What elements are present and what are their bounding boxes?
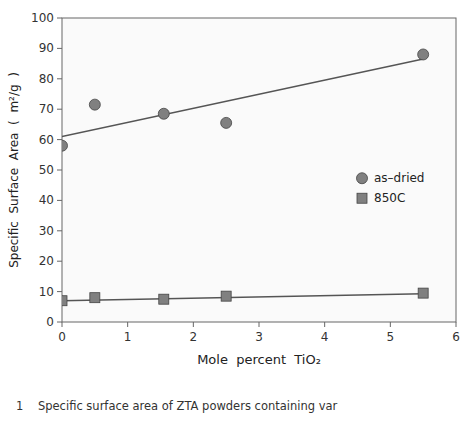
data	[62, 49, 429, 306]
point	[221, 291, 231, 301]
x-tick	[324, 322, 325, 327]
x-tick-label: 5	[387, 330, 395, 344]
point	[159, 294, 169, 304]
y-tick-label: 10	[39, 285, 54, 299]
x-tick-label: 1	[124, 330, 132, 344]
legend: as–dried 850C	[357, 171, 425, 205]
x-tick-label: 3	[255, 330, 263, 344]
y-tick	[57, 200, 62, 201]
legend-marker	[357, 173, 368, 184]
x-tick	[390, 322, 391, 327]
point	[418, 49, 429, 60]
caption: 1 Specific surface area of ZTA powders c…	[16, 399, 338, 413]
y-axis-label: Specific Surface Area ( m²/g )	[7, 72, 21, 268]
y-tick-label: 70	[39, 102, 54, 116]
y-tick-label: 40	[39, 193, 54, 207]
y-tick	[57, 48, 62, 49]
point	[62, 140, 68, 151]
y-tick-label: 90	[39, 41, 54, 55]
plot-frame	[62, 18, 456, 322]
y-tick	[57, 109, 62, 110]
y-tick-label: 20	[39, 254, 54, 268]
point	[221, 117, 232, 128]
x-tick	[62, 322, 63, 327]
y-tick	[57, 170, 62, 171]
y-tick-label: 50	[39, 163, 54, 177]
point	[158, 108, 169, 119]
x-tick-label: 0	[58, 330, 66, 344]
fit-line	[62, 294, 423, 301]
point	[418, 288, 428, 298]
legend-marker	[357, 193, 367, 203]
legend-label: 850C	[374, 191, 405, 205]
x-tick	[259, 322, 260, 327]
y-tick	[57, 291, 62, 292]
point	[90, 293, 100, 303]
y-tick-label: 100	[31, 11, 54, 25]
x-axis-label: Mole percent TiO₂	[197, 352, 321, 367]
y-tick-label: 60	[39, 133, 54, 147]
point	[62, 296, 67, 306]
x-tick	[193, 322, 194, 327]
fit-line	[62, 59, 423, 137]
plot-area	[62, 18, 456, 322]
y-tick	[57, 139, 62, 140]
x-tick-label: 4	[321, 330, 329, 344]
y-tick-label: 80	[39, 72, 54, 86]
x-tick	[456, 322, 457, 327]
legend-label: as–dried	[374, 171, 425, 185]
y-tick	[57, 230, 62, 231]
x-tick	[127, 322, 128, 327]
y-tick	[57, 322, 62, 323]
point	[89, 99, 100, 110]
y-tick	[57, 78, 62, 79]
y-tick-label: 0	[46, 315, 54, 329]
axes: 01234560102030405060708090100	[31, 11, 460, 344]
y-tick-label: 30	[39, 224, 54, 238]
y-tick	[57, 261, 62, 262]
chart: 01234560102030405060708090100as–dried850…	[0, 0, 474, 432]
x-tick-label: 2	[190, 330, 198, 344]
y-tick	[57, 18, 62, 19]
x-tick-label: 6	[452, 330, 460, 344]
